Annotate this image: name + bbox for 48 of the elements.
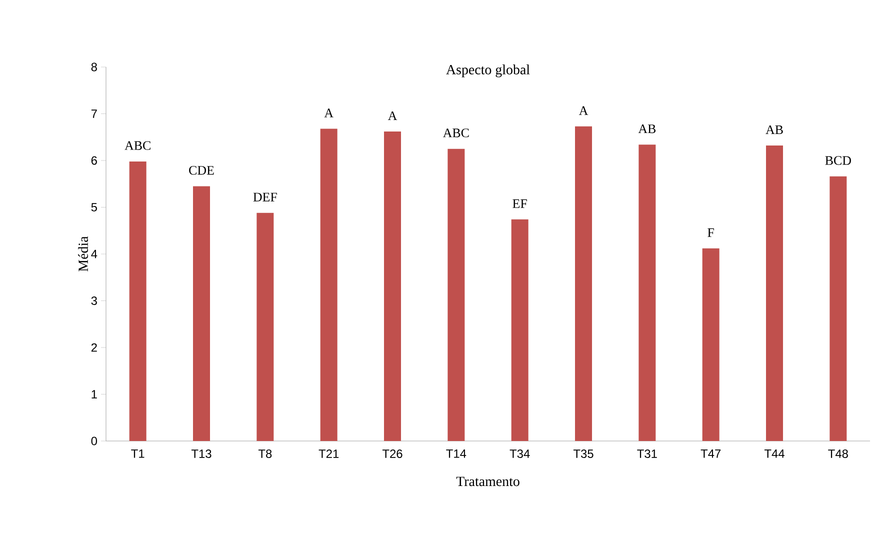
x-tick-label: T31 — [637, 450, 657, 458]
data-label: A — [578, 106, 588, 115]
x-tick-label: T14 — [446, 450, 466, 458]
bar — [702, 248, 720, 441]
x-tick-label: T21 — [318, 450, 339, 458]
bar — [129, 161, 146, 441]
data-label: ABC — [442, 128, 469, 138]
x-axis-title: Tratamento — [456, 476, 520, 486]
data-label: AB — [766, 125, 783, 134]
chart-title: Aspecto global — [446, 64, 530, 78]
data-label: BCD — [825, 156, 851, 165]
y-tick-label: 5 — [91, 203, 97, 212]
y-tick-label: 6 — [91, 156, 97, 165]
data-label: CDE — [189, 166, 214, 175]
bar — [830, 176, 847, 441]
x-tick-label: T1 — [131, 450, 144, 458]
x-tick-label: T48 — [828, 450, 848, 458]
bar — [766, 146, 784, 441]
x-tick-label: T47 — [700, 450, 721, 458]
bar — [575, 126, 592, 441]
bar — [638, 144, 656, 441]
bar — [256, 212, 274, 441]
x-tick-label: T34 — [510, 450, 530, 458]
y-tick-label: 3 — [91, 296, 97, 305]
bar — [320, 128, 338, 441]
y-axis-title: Média — [78, 236, 88, 272]
bar — [193, 186, 210, 441]
bar — [448, 148, 465, 441]
data-label: DEF — [253, 192, 277, 202]
y-tick-label: 0 — [91, 436, 98, 446]
y-tick-label: 2 — [91, 343, 97, 352]
y-tick-label: 8 — [91, 62, 97, 72]
bar — [511, 219, 528, 441]
data-label: A — [388, 111, 398, 120]
x-tick-label: T26 — [382, 450, 402, 458]
data-label: F — [708, 228, 714, 237]
y-tick-label: 7 — [91, 110, 97, 118]
y-tick-label: 1 — [92, 390, 97, 398]
x-tick-label: T8 — [258, 450, 272, 458]
data-label: ABC — [124, 141, 150, 150]
y-tick-label: 4 — [91, 250, 98, 258]
x-tick-label: T35 — [573, 450, 594, 458]
bar — [384, 132, 402, 441]
x-tick-label: T13 — [191, 450, 212, 458]
data-label: A — [324, 108, 334, 118]
data-label: AB — [638, 124, 656, 134]
x-tick-label: T44 — [764, 450, 784, 458]
data-label: EF — [512, 199, 527, 208]
